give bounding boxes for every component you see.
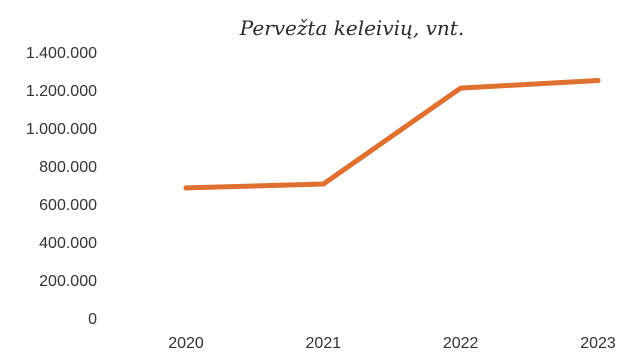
- data-point: [183, 185, 189, 191]
- y-axis-ticks: 0 200.000 400.000 600.000 800.000 1.000.000 1.…: [26, 45, 97, 328]
- y-tick-label: 1.000.000: [26, 121, 97, 138]
- data-point: [595, 78, 601, 83]
- x-axis-ticks: 2020 2021 2022 2023: [168, 335, 616, 352]
- y-tick-label: 1.400.000: [26, 45, 97, 62]
- y-tick-label: 0: [88, 311, 97, 328]
- x-tick-label: 2023: [580, 335, 616, 352]
- chart-title: Pervežta keleivių, vnt.: [239, 16, 464, 40]
- x-tick-label: 2020: [168, 335, 204, 352]
- y-tick-label: 600.000: [39, 197, 97, 214]
- y-tick-label: 400.000: [39, 235, 97, 252]
- x-tick-label: 2022: [443, 335, 479, 352]
- y-tick-label: 1.200.000: [26, 83, 97, 100]
- x-tick-label: 2021: [306, 335, 342, 352]
- y-tick-label: 800.000: [39, 159, 97, 176]
- data-point: [458, 85, 464, 91]
- series-line: [183, 78, 601, 191]
- data-point: [320, 181, 326, 187]
- y-tick-label: 200.000: [39, 273, 97, 290]
- series-layer: [183, 78, 601, 191]
